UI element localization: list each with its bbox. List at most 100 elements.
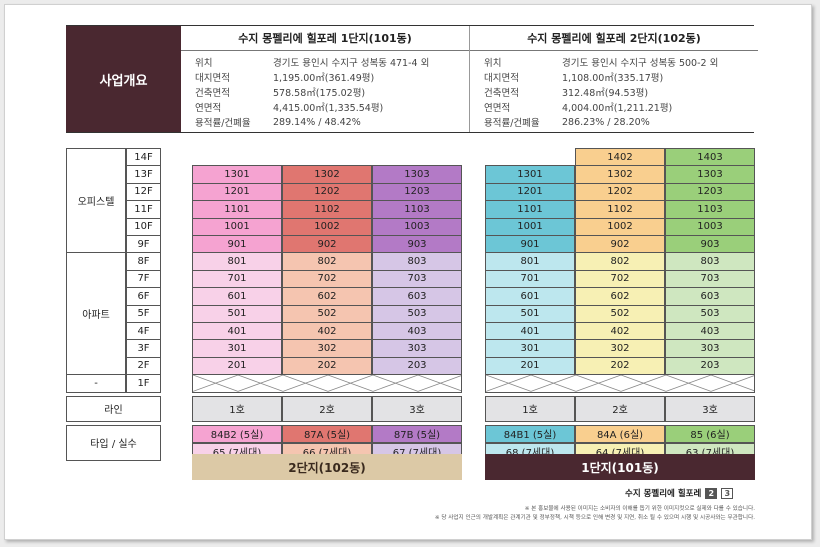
c1-unit: 502 xyxy=(575,304,665,323)
overview-key: 용적률/건폐율 xyxy=(484,118,540,130)
brand-footer: 수지 몽펠리에 힐포레 2 3 xyxy=(625,487,734,499)
floor-label: 10F xyxy=(126,217,161,236)
cross-hatch-icon xyxy=(486,375,754,392)
c2-unit: 602 xyxy=(282,287,372,306)
overview-value: 경기도 용인시 수지구 성복동 500-2 외 xyxy=(562,57,719,69)
c1-unit: 903 xyxy=(665,235,755,254)
complex2-footer: 2단지(102동) xyxy=(192,454,462,480)
c1-unit: 602 xyxy=(575,287,665,306)
overview-key: 위치 xyxy=(484,57,502,69)
c2-type: 84B2 (5실) xyxy=(192,424,282,443)
c2-unit: 402 xyxy=(282,322,372,341)
c1-unit: 803 xyxy=(665,252,755,271)
floor-label: 9F xyxy=(126,235,161,254)
overview-value: 286.23% / 28.20% xyxy=(562,116,650,128)
c1-unit: 503 xyxy=(665,304,755,323)
c1-unit: 401 xyxy=(485,322,575,341)
c2-unit: 1202 xyxy=(282,182,372,202)
c1-unit: 702 xyxy=(575,269,665,289)
c2-unit: 502 xyxy=(282,304,372,323)
c2-unit: 301 xyxy=(192,339,282,358)
c1-unit: 901 xyxy=(485,235,575,254)
overview-value: 289.14% / 48.42% xyxy=(273,116,361,128)
c2-unit: 601 xyxy=(192,287,282,306)
overview-key: 대지면적 xyxy=(484,72,519,84)
c1-unit: 202 xyxy=(575,356,665,376)
c1-unit: 1203 xyxy=(665,182,755,202)
c1-unit: 1403 xyxy=(665,148,755,167)
c2-unit: 801 xyxy=(192,252,282,271)
floor-label: 7F xyxy=(126,269,161,289)
overview-value: 1,195.00㎡(361.49평) xyxy=(273,72,375,84)
overview-row: 대지면적 1,108.00㎡(335.17평) xyxy=(484,69,758,84)
overview-title: 수지 몽펠리에 힐포레 1단지(101동) xyxy=(181,26,469,51)
c2-unit: 501 xyxy=(192,304,282,323)
c2-line-label: 2호 xyxy=(282,395,372,422)
c1-unit: 201 xyxy=(485,356,575,376)
overview-bottom-rule xyxy=(66,132,754,133)
c1-line-label: 2호 xyxy=(575,395,665,422)
overview-value: 4,004.00㎡(1,211.21평) xyxy=(562,103,673,115)
c2-unit: 903 xyxy=(372,235,462,254)
overview-heading: 사업개요 xyxy=(66,26,181,132)
overview-value: 312.48㎡(94.53평) xyxy=(562,87,649,99)
c1-type: 85 (6실) xyxy=(665,424,755,443)
c2-unit: 303 xyxy=(372,339,462,358)
overview-row: 위치 경기도 용인시 수지구 성복동 500-2 외 xyxy=(484,54,758,69)
overview-row: 연면적 4,415.00㎡(1,335.54평) xyxy=(195,100,469,115)
disclaimer-note-1: ※ 본 홍보물에 사용된 이미지는 소비자의 이해를 돕기 위한 이미지컷으로 … xyxy=(524,506,755,512)
overview-key: 위치 xyxy=(195,57,213,69)
c2-unit: 1301 xyxy=(192,165,282,184)
c1-unit: 203 xyxy=(665,356,755,376)
complex1-footer: 1단지(101동) xyxy=(485,454,755,480)
c2-unit: 1303 xyxy=(372,165,462,184)
c2-unit: 1101 xyxy=(192,200,282,219)
c2-type: 87A (5실) xyxy=(282,424,372,443)
overview-row: 용적률/건폐율 286.23% / 28.20% xyxy=(484,115,758,130)
c2-unit: 1201 xyxy=(192,182,282,202)
overview-key: 용적률/건폐율 xyxy=(195,118,251,130)
c2-unit: 302 xyxy=(282,339,372,358)
overview-key: 연면적 xyxy=(484,103,511,115)
overview-value: 경기도 용인시 수지구 성복동 471-4 외 xyxy=(273,57,430,69)
c1-unit: 703 xyxy=(665,269,755,289)
c2-unit: 1102 xyxy=(282,200,372,219)
overview-top-rule xyxy=(66,25,754,26)
c2-unit: 1103 xyxy=(372,200,462,219)
group-apartment: 아파트 xyxy=(66,252,126,376)
c2-unit: 203 xyxy=(372,356,462,376)
overview-complex2: 수지 몽펠리에 힐포레 2단지(102동) 위치 경기도 용인시 수지구 성복동 … xyxy=(470,26,758,132)
c2-unit: 401 xyxy=(192,322,282,341)
floor-label: 8F xyxy=(126,252,161,271)
overview-divider xyxy=(469,26,470,132)
c1-unit: 902 xyxy=(575,235,665,254)
c1-unit: 1302 xyxy=(575,165,665,184)
c2-line-label: 1호 xyxy=(192,395,282,422)
c2-unit: 701 xyxy=(192,269,282,289)
overview-row: 용적률/건폐율 289.14% / 48.42% xyxy=(195,115,469,130)
floor-label: 14F xyxy=(126,148,161,167)
c2-unit: 202 xyxy=(282,356,372,376)
c1-unit: 303 xyxy=(665,339,755,358)
c1-unit: 603 xyxy=(665,287,755,306)
c1-unit: 1103 xyxy=(665,200,755,219)
c2-ground-floor-blank xyxy=(192,374,462,393)
floor-label: 3F xyxy=(126,339,161,358)
c1-unit: 501 xyxy=(485,304,575,323)
c1-type: 84B1 (5실) xyxy=(485,424,575,443)
c1-unit: 801 xyxy=(485,252,575,271)
c1-ground-floor-blank xyxy=(485,374,755,393)
floor-label: 2F xyxy=(126,356,161,376)
c1-unit: 402 xyxy=(575,322,665,341)
overview-key: 건축면적 xyxy=(484,87,519,99)
c1-line-label: 1호 xyxy=(485,395,575,422)
c2-unit: 403 xyxy=(372,322,462,341)
brand-name: 수지 몽펠리에 힐포레 xyxy=(625,489,702,499)
c1-unit: 1003 xyxy=(665,217,755,236)
c2-unit: 901 xyxy=(192,235,282,254)
overview-row: 건축면적 578.58㎡(175.02평) xyxy=(195,84,469,99)
c2-unit: 803 xyxy=(372,252,462,271)
c1-unit: 1001 xyxy=(485,217,575,236)
c2-unit: 902 xyxy=(282,235,372,254)
current-page: 2 xyxy=(705,487,718,499)
